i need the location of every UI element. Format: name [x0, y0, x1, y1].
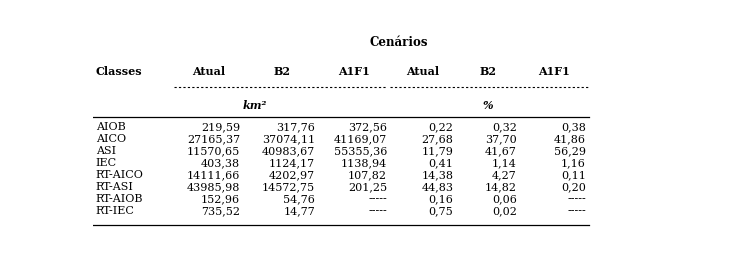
Text: 14111,66: 14111,66 [187, 170, 240, 180]
Text: 4202,97: 4202,97 [269, 170, 315, 180]
Text: 0,11: 0,11 [561, 170, 586, 180]
Text: Classes: Classes [96, 66, 143, 77]
Text: 56,29: 56,29 [554, 146, 586, 156]
Text: 0,20: 0,20 [561, 182, 586, 192]
Text: 0,02: 0,02 [492, 206, 517, 216]
Text: 55355,36: 55355,36 [334, 146, 387, 156]
Text: -----: ----- [567, 194, 586, 204]
Text: RT-AICO: RT-AICO [96, 170, 144, 180]
Text: 4,27: 4,27 [492, 170, 517, 180]
Text: 0,41: 0,41 [429, 158, 453, 168]
Text: 14,82: 14,82 [485, 182, 517, 192]
Text: 37074,11: 37074,11 [262, 134, 315, 144]
Text: 0,32: 0,32 [492, 122, 517, 132]
Text: 0,16: 0,16 [429, 194, 453, 204]
Text: 0,38: 0,38 [561, 122, 586, 132]
Text: %: % [483, 100, 493, 111]
Text: 403,38: 403,38 [201, 158, 240, 168]
Text: 152,96: 152,96 [201, 194, 240, 204]
Text: -----: ----- [368, 206, 387, 216]
Text: RT-ASI: RT-ASI [96, 182, 134, 192]
Text: 37,70: 37,70 [485, 134, 517, 144]
Text: 41169,07: 41169,07 [334, 134, 387, 144]
Text: 44,83: 44,83 [421, 182, 453, 192]
Text: 0,22: 0,22 [429, 122, 453, 132]
Text: B2: B2 [273, 66, 290, 77]
Text: 14572,75: 14572,75 [262, 182, 315, 192]
Text: 40983,67: 40983,67 [262, 146, 315, 156]
Text: 41,86: 41,86 [554, 134, 586, 144]
Text: 372,56: 372,56 [348, 122, 387, 132]
Text: 14,77: 14,77 [283, 206, 315, 216]
Text: 1,16: 1,16 [561, 158, 586, 168]
Text: RT-IEC: RT-IEC [96, 206, 135, 216]
Text: 43985,98: 43985,98 [187, 182, 240, 192]
Text: A1F1: A1F1 [539, 66, 570, 77]
Text: Atual: Atual [406, 66, 440, 77]
Text: 1138,94: 1138,94 [341, 158, 387, 168]
Text: km²: km² [243, 100, 266, 111]
Text: AICO: AICO [96, 134, 126, 144]
Text: ASI: ASI [96, 146, 116, 156]
Text: 201,25: 201,25 [348, 182, 387, 192]
Text: 11570,65: 11570,65 [187, 146, 240, 156]
Text: 735,52: 735,52 [201, 206, 240, 216]
Text: 317,76: 317,76 [276, 122, 315, 132]
Text: 219,59: 219,59 [201, 122, 240, 132]
Text: 27165,37: 27165,37 [187, 134, 240, 144]
Text: 41,67: 41,67 [485, 146, 517, 156]
Text: -----: ----- [368, 194, 387, 204]
Text: Cenários: Cenários [369, 36, 428, 49]
Text: B2: B2 [479, 66, 496, 77]
Text: 1,14: 1,14 [492, 158, 517, 168]
Text: 1124,17: 1124,17 [269, 158, 315, 168]
Text: IEC: IEC [96, 158, 117, 168]
Text: 14,38: 14,38 [421, 170, 453, 180]
Text: 11,79: 11,79 [422, 146, 453, 156]
Text: 54,76: 54,76 [283, 194, 315, 204]
Text: -----: ----- [567, 206, 586, 216]
Text: 0,75: 0,75 [429, 206, 453, 216]
Text: A1F1: A1F1 [338, 66, 370, 77]
Text: AIOB: AIOB [96, 122, 126, 132]
Text: RT-AIOB: RT-AIOB [96, 194, 144, 204]
Text: 27,68: 27,68 [422, 134, 453, 144]
Text: 0,06: 0,06 [492, 194, 517, 204]
Text: Atual: Atual [192, 66, 225, 77]
Text: 107,82: 107,82 [348, 170, 387, 180]
